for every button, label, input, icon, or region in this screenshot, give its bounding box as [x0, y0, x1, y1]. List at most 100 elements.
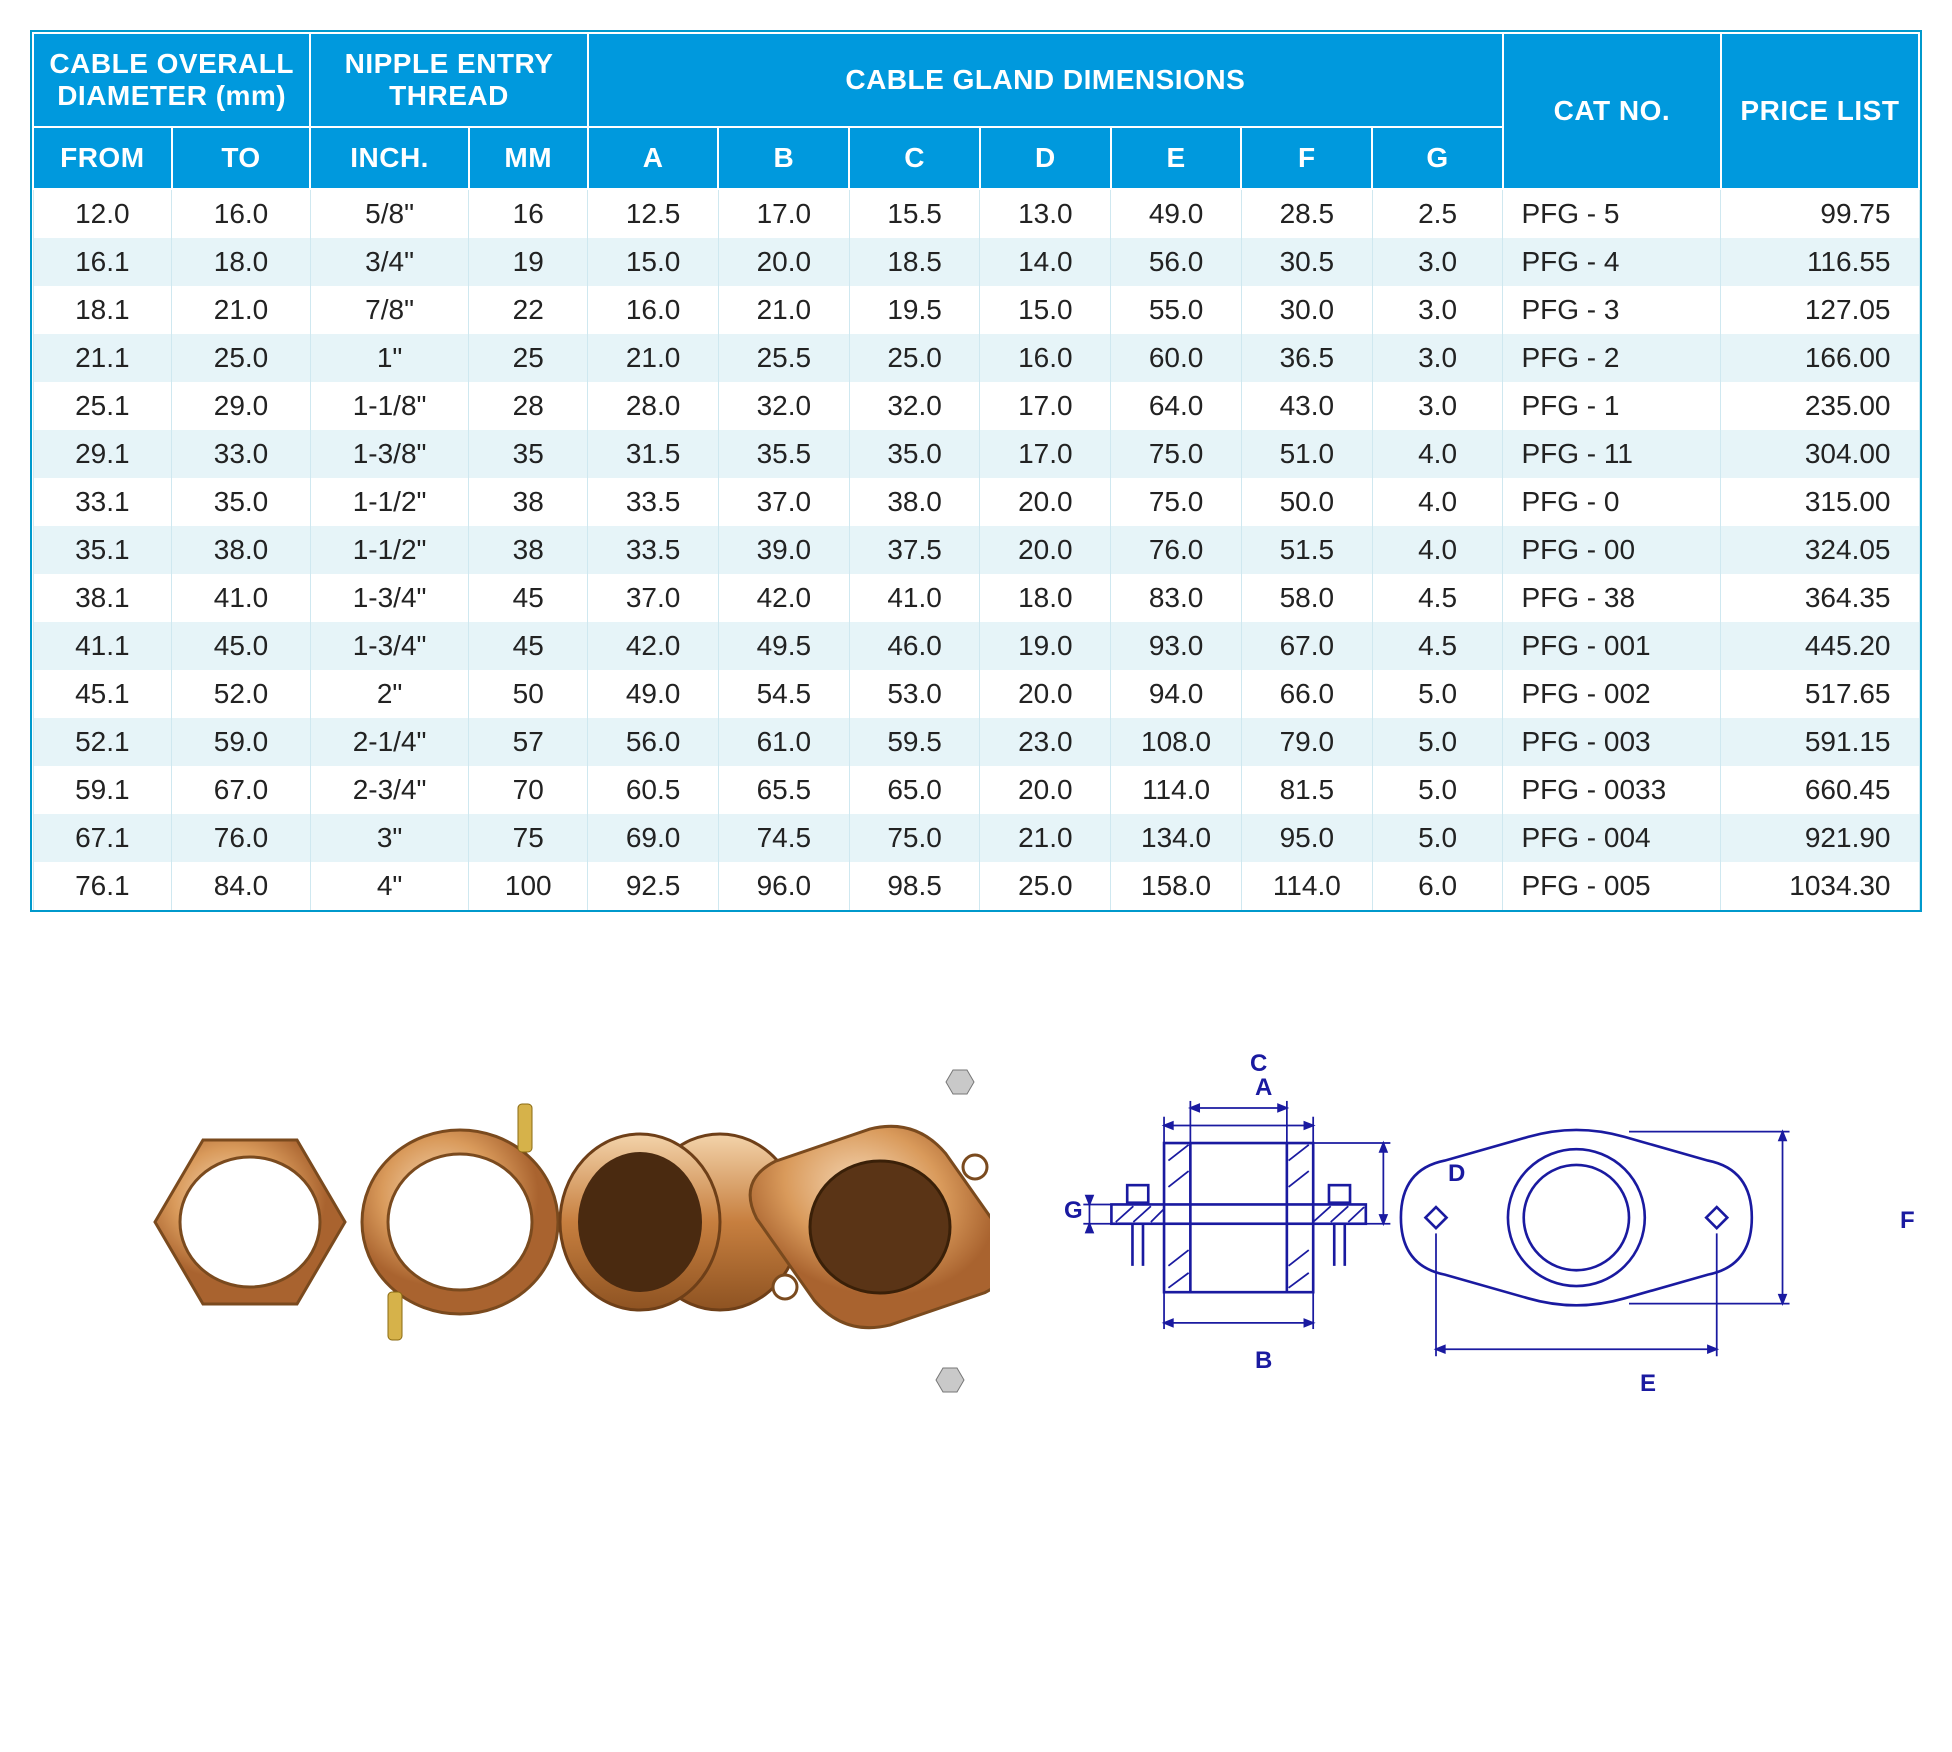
cell-to: 35.0: [172, 478, 311, 526]
cell-F: 50.0: [1241, 478, 1372, 526]
cell-from: 25.1: [33, 382, 172, 430]
cell-D: 16.0: [980, 334, 1111, 382]
cell-A: 16.0: [588, 286, 719, 334]
cell-price: 364.35: [1721, 574, 1919, 622]
cell-mm: 35: [469, 430, 588, 478]
cell-F: 28.5: [1241, 189, 1372, 238]
cell-B: 42.0: [718, 574, 849, 622]
cell-C: 65.0: [849, 766, 980, 814]
cell-mm: 16: [469, 189, 588, 238]
cell-A: 15.0: [588, 238, 719, 286]
cell-A: 69.0: [588, 814, 719, 862]
cell-D: 15.0: [980, 286, 1111, 334]
cell-D: 14.0: [980, 238, 1111, 286]
cell-mm: 100: [469, 862, 588, 910]
cell-C: 35.0: [849, 430, 980, 478]
hdr-from: FROM: [33, 127, 172, 189]
table-row: 29.133.01-3/8"3531.535.535.017.075.051.0…: [33, 430, 1919, 478]
cell-F: 114.0: [1241, 862, 1372, 910]
cell-inch: 1-3/8": [310, 430, 468, 478]
cell-G: 5.0: [1372, 718, 1503, 766]
cell-price: 1034.30: [1721, 862, 1919, 910]
cell-from: 18.1: [33, 286, 172, 334]
dim-label-B: B: [1255, 1347, 1272, 1375]
cell-to: 67.0: [172, 766, 311, 814]
hdr-E: E: [1111, 127, 1242, 189]
hdr-inch: INCH.: [310, 127, 468, 189]
cell-cat: PFG - 0033: [1503, 766, 1721, 814]
cell-D: 13.0: [980, 189, 1111, 238]
cell-cat: PFG - 001: [1503, 622, 1721, 670]
table-row: 67.176.03"7569.074.575.021.0134.095.05.0…: [33, 814, 1919, 862]
cell-C: 41.0: [849, 574, 980, 622]
table-row: 45.152.02"5049.054.553.020.094.066.05.0P…: [33, 670, 1919, 718]
cell-to: 21.0: [172, 286, 311, 334]
cell-mm: 45: [469, 622, 588, 670]
cell-F: 79.0: [1241, 718, 1372, 766]
cell-cat: PFG - 2: [1503, 334, 1721, 382]
cell-price: 591.15: [1721, 718, 1919, 766]
table-row: 38.141.01-3/4"4537.042.041.018.083.058.0…: [33, 574, 1919, 622]
cell-mm: 45: [469, 574, 588, 622]
cell-price: 921.90: [1721, 814, 1919, 862]
cell-A: 33.5: [588, 526, 719, 574]
cell-F: 36.5: [1241, 334, 1372, 382]
cell-A: 33.5: [588, 478, 719, 526]
cell-E: 93.0: [1111, 622, 1242, 670]
cell-price: 166.00: [1721, 334, 1919, 382]
hdr-F: F: [1241, 127, 1372, 189]
cell-price: 660.45: [1721, 766, 1919, 814]
hdr-to: TO: [172, 127, 311, 189]
cell-price: 304.00: [1721, 430, 1919, 478]
cell-C: 25.0: [849, 334, 980, 382]
cell-inch: 3": [310, 814, 468, 862]
cell-cat: PFG - 003: [1503, 718, 1721, 766]
cell-D: 17.0: [980, 430, 1111, 478]
cell-E: 83.0: [1111, 574, 1242, 622]
cell-F: 66.0: [1241, 670, 1372, 718]
cell-D: 20.0: [980, 526, 1111, 574]
table-header: CABLE OVERALL DIAMETER (mm) NIPPLE ENTRY…: [33, 33, 1919, 189]
cell-inch: 5/8": [310, 189, 468, 238]
hdr-B: B: [718, 127, 849, 189]
cell-B: 54.5: [718, 670, 849, 718]
spec-table-container: CABLE OVERALL DIAMETER (mm) NIPPLE ENTRY…: [30, 30, 1922, 912]
cell-price: 99.75: [1721, 189, 1919, 238]
cell-D: 20.0: [980, 670, 1111, 718]
cell-price: 127.05: [1721, 286, 1919, 334]
cell-C: 46.0: [849, 622, 980, 670]
cell-B: 96.0: [718, 862, 849, 910]
cell-G: 5.0: [1372, 814, 1503, 862]
dimension-diagram: C A B D G E F: [1050, 1032, 1822, 1412]
cell-cat: PFG - 004: [1503, 814, 1721, 862]
cell-to: 84.0: [172, 862, 311, 910]
cell-A: 37.0: [588, 574, 719, 622]
cell-B: 25.5: [718, 334, 849, 382]
cell-from: 76.1: [33, 862, 172, 910]
table-row: 16.118.03/4"1915.020.018.514.056.030.53.…: [33, 238, 1919, 286]
cell-cat: PFG - 1: [1503, 382, 1721, 430]
cell-B: 61.0: [718, 718, 849, 766]
cell-B: 74.5: [718, 814, 849, 862]
cell-D: 18.0: [980, 574, 1111, 622]
cell-inch: 7/8": [310, 286, 468, 334]
cell-inch: 2-3/4": [310, 766, 468, 814]
table-row: 59.167.02-3/4"7060.565.565.020.0114.081.…: [33, 766, 1919, 814]
cell-E: 134.0: [1111, 814, 1242, 862]
cell-F: 30.0: [1241, 286, 1372, 334]
cell-to: 29.0: [172, 382, 311, 430]
hdr-nipple-thread: NIPPLE ENTRY THREAD: [310, 33, 587, 127]
cell-mm: 38: [469, 478, 588, 526]
table-row: 52.159.02-1/4"5756.061.059.523.0108.079.…: [33, 718, 1919, 766]
cell-inch: 2-1/4": [310, 718, 468, 766]
cell-G: 6.0: [1372, 862, 1503, 910]
cell-G: 4.0: [1372, 526, 1503, 574]
cell-cat: PFG - 4: [1503, 238, 1721, 286]
cell-price: 315.00: [1721, 478, 1919, 526]
cell-B: 35.5: [718, 430, 849, 478]
cell-from: 33.1: [33, 478, 172, 526]
cell-inch: 1-1/2": [310, 478, 468, 526]
cell-cat: PFG - 0: [1503, 478, 1721, 526]
table-row: 76.184.04"10092.596.098.525.0158.0114.06…: [33, 862, 1919, 910]
cell-A: 42.0: [588, 622, 719, 670]
